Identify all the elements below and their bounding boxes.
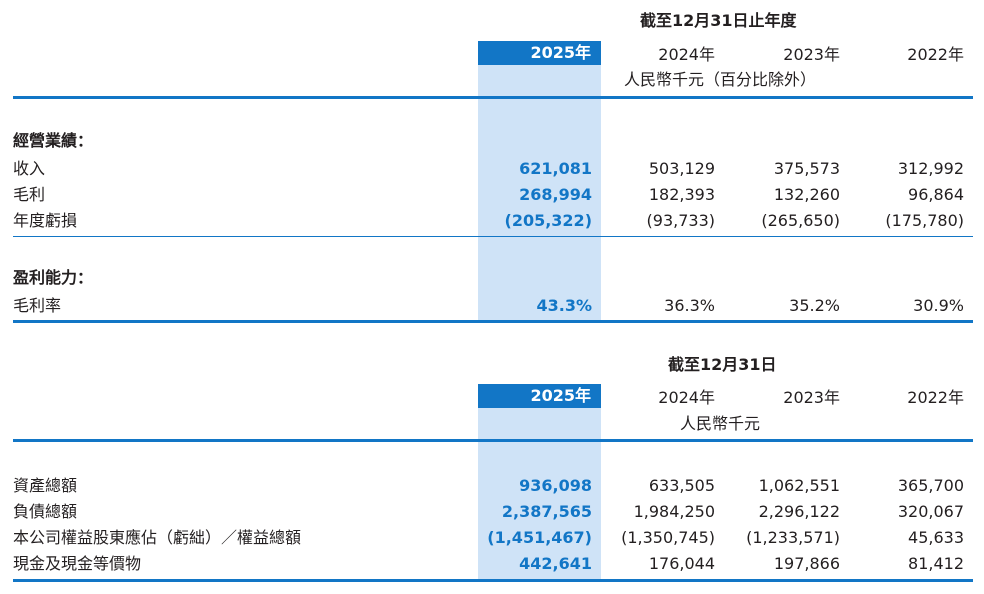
row-label: 現金及現金等價物 (13, 554, 142, 573)
value-2022: (175,780) (885, 211, 964, 230)
year-2024: 2024年 (658, 45, 715, 64)
value-2024: 503,129 (648, 159, 715, 178)
value-2025: 2,387,565 (501, 502, 592, 521)
value-2023: 375,573 (773, 159, 840, 178)
value-2024: (1,350,745) (621, 528, 715, 547)
value-2025: (1,451,467) (487, 528, 592, 547)
value-2024: 36.3% (664, 296, 715, 315)
value-2022: 45,633 (908, 528, 964, 547)
value-2023: 197,866 (773, 554, 840, 573)
row-label: 負債總額 (13, 502, 78, 521)
year-2022: 2022年 (907, 388, 964, 407)
value-2023: (1,233,571) (746, 528, 840, 547)
value-2024: (93,733) (646, 211, 715, 230)
row-label: 年度虧損 (13, 211, 78, 230)
section-title-results: 經營業績： (13, 131, 94, 150)
divider (13, 320, 973, 323)
year-2022: 2022年 (907, 45, 964, 64)
value-2022: 81,412 (908, 554, 964, 573)
value-2022: 365,700 (897, 476, 964, 495)
value-2023: 2,296,122 (758, 502, 840, 521)
row-label: 資產總額 (13, 476, 78, 495)
divider (13, 236, 973, 237)
year-2025-badge: 2025年 (478, 384, 601, 408)
value-2023: 1,062,551 (758, 476, 840, 495)
year-2024: 2024年 (658, 388, 715, 407)
value-2024: 176,044 (648, 554, 715, 573)
value-2022: 312,992 (897, 159, 964, 178)
year-2023: 2023年 (783, 45, 840, 64)
value-2025: 936,098 (519, 476, 592, 495)
value-2025: 268,994 (519, 185, 592, 204)
value-2022: 96,864 (908, 185, 964, 204)
row-label: 本公司權益股東應佔（虧絀）／權益總額 (13, 528, 302, 547)
row-label: 收入 (13, 159, 46, 178)
value-2025: 442,641 (519, 554, 592, 573)
value-2022: 320,067 (897, 502, 964, 521)
highlight-column-2025-bottom (478, 408, 601, 582)
value-2025: 43.3% (536, 296, 592, 315)
value-2023: (265,650) (761, 211, 840, 230)
row-label: 毛利 (13, 185, 46, 204)
highlight-column-2025-top (478, 64, 601, 322)
year-2025-badge: 2025年 (478, 41, 601, 65)
value-2022: 30.9% (913, 296, 964, 315)
divider (13, 439, 973, 442)
unit-label: 人民幣千元（百分比除外） (624, 70, 817, 89)
value-2025: (205,322) (504, 211, 593, 230)
row-label: 毛利率 (13, 296, 62, 315)
divider (13, 96, 973, 99)
value-2024: 633,505 (648, 476, 715, 495)
value-2023: 132,260 (773, 185, 840, 204)
value-2024: 1,984,250 (633, 502, 715, 521)
value-2023: 35.2% (789, 296, 840, 315)
value-2025: 621,081 (519, 159, 592, 178)
divider (13, 579, 973, 582)
unit-label: 人民幣千元 (680, 414, 761, 433)
date-header: 截至12月31日 (668, 355, 777, 374)
section-title-profitability: 盈利能力： (13, 268, 94, 287)
period-header: 截至12月31日止年度 (640, 11, 797, 30)
year-2023: 2023年 (783, 388, 840, 407)
value-2024: 182,393 (648, 185, 715, 204)
